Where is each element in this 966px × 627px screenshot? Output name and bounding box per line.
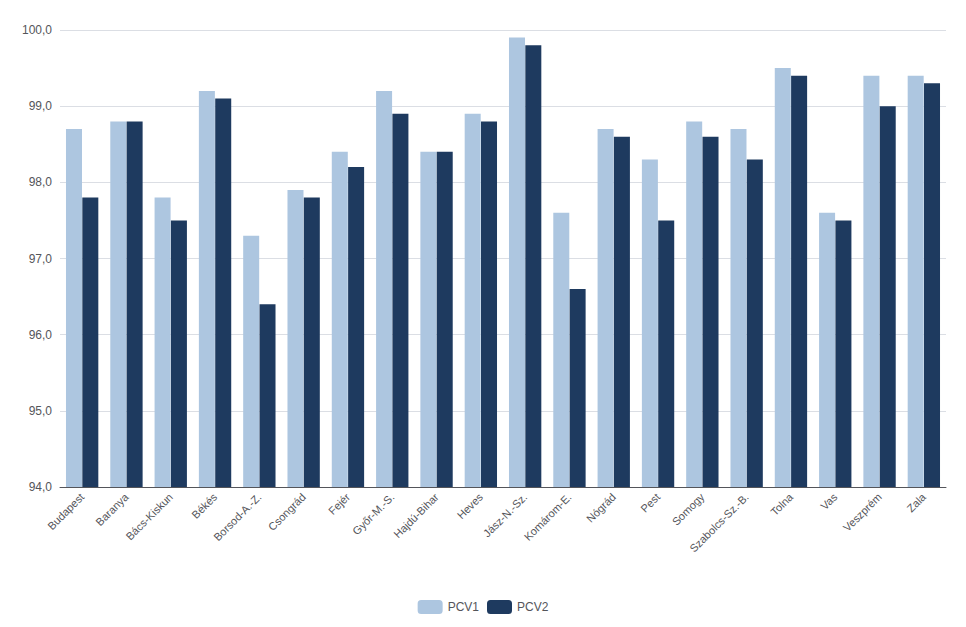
svg-text:Vas: Vas: [818, 490, 840, 512]
svg-text:Budapest: Budapest: [45, 491, 86, 532]
svg-text:Heves: Heves: [455, 490, 486, 521]
svg-text:Zala: Zala: [904, 490, 928, 514]
svg-text:Somogy: Somogy: [670, 490, 707, 527]
svg-text:99,0: 99,0: [29, 99, 53, 113]
svg-text:Békés: Békés: [189, 490, 219, 520]
svg-text:Szabolcs-Sz.-B.: Szabolcs-Sz.-B.: [687, 491, 751, 555]
svg-text:Jász-N.-Sz.: Jász-N.-Sz.: [481, 491, 530, 540]
svg-text:PCV1: PCV1: [448, 600, 480, 614]
svg-text:Győr-M.-S.: Győr-M.-S.: [350, 491, 396, 537]
svg-text:96,0: 96,0: [29, 328, 53, 342]
svg-text:Nógrád: Nógrád: [584, 491, 618, 525]
svg-text:97,0: 97,0: [29, 252, 53, 266]
svg-text:Komárom-E.: Komárom-E.: [522, 491, 574, 543]
svg-text:100,0: 100,0: [22, 23, 52, 37]
svg-text:Csongrád: Csongrád: [266, 491, 308, 533]
svg-text:94,0: 94,0: [29, 480, 53, 494]
svg-text:Hajdú-Bihar: Hajdú-Bihar: [391, 491, 441, 541]
svg-text:Bács-Kiskun: Bács-Kiskun: [123, 491, 175, 543]
svg-text:PCV2: PCV2: [517, 600, 549, 614]
svg-text:98,0: 98,0: [29, 175, 53, 189]
svg-text:Veszprém: Veszprém: [841, 491, 884, 534]
svg-text:Borsod-A.-Z.: Borsod-A.-Z.: [211, 491, 264, 544]
svg-text:95,0: 95,0: [29, 404, 53, 418]
svg-text:Baranya: Baranya: [93, 490, 131, 528]
svg-text:Fejér: Fejér: [326, 491, 352, 517]
svg-text:Pest: Pest: [638, 491, 662, 515]
svg-text:Tolna: Tolna: [768, 490, 796, 518]
